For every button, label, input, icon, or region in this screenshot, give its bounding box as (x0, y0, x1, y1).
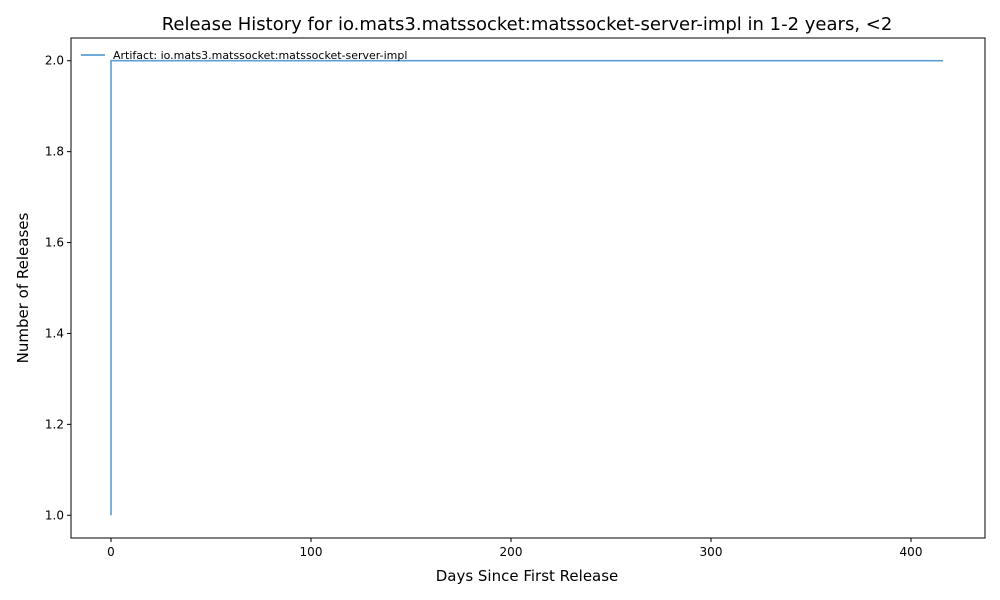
x-tick-label: 400 (900, 545, 923, 559)
legend: Artifact: io.mats3.matssocket:matssocket… (81, 49, 407, 62)
x-tick-label: 200 (500, 545, 523, 559)
y-axis-title: Number of Releases (14, 212, 32, 363)
x-axis-title: Days Since First Release (436, 567, 619, 585)
y-axis-ticks: 1.0 1.2 1.4 1.6 1.8 2.0 (45, 54, 71, 522)
x-tick-label: 0 (107, 545, 115, 559)
legend-label: Artifact: io.mats3.matssocket:matssocket… (113, 49, 407, 62)
x-tick-label: 100 (300, 545, 323, 559)
plot-area-frame (70, 37, 986, 539)
series-layer (110, 59, 943, 516)
chart-title: Release History for io.mats3.matssocket:… (162, 14, 893, 35)
series-line (110, 59, 943, 516)
x-tick-label: 300 (700, 545, 723, 559)
x-axis-ticks: 0 100 200 300 400 (107, 538, 922, 559)
y-tick-label: 1.0 (45, 508, 64, 522)
y-tick-label: 2.0 (45, 54, 64, 68)
y-tick-label: 1.2 (45, 417, 64, 431)
y-tick-label: 1.8 (45, 145, 64, 159)
y-tick-label: 1.6 (45, 236, 64, 250)
y-tick-label: 1.4 (45, 326, 64, 340)
